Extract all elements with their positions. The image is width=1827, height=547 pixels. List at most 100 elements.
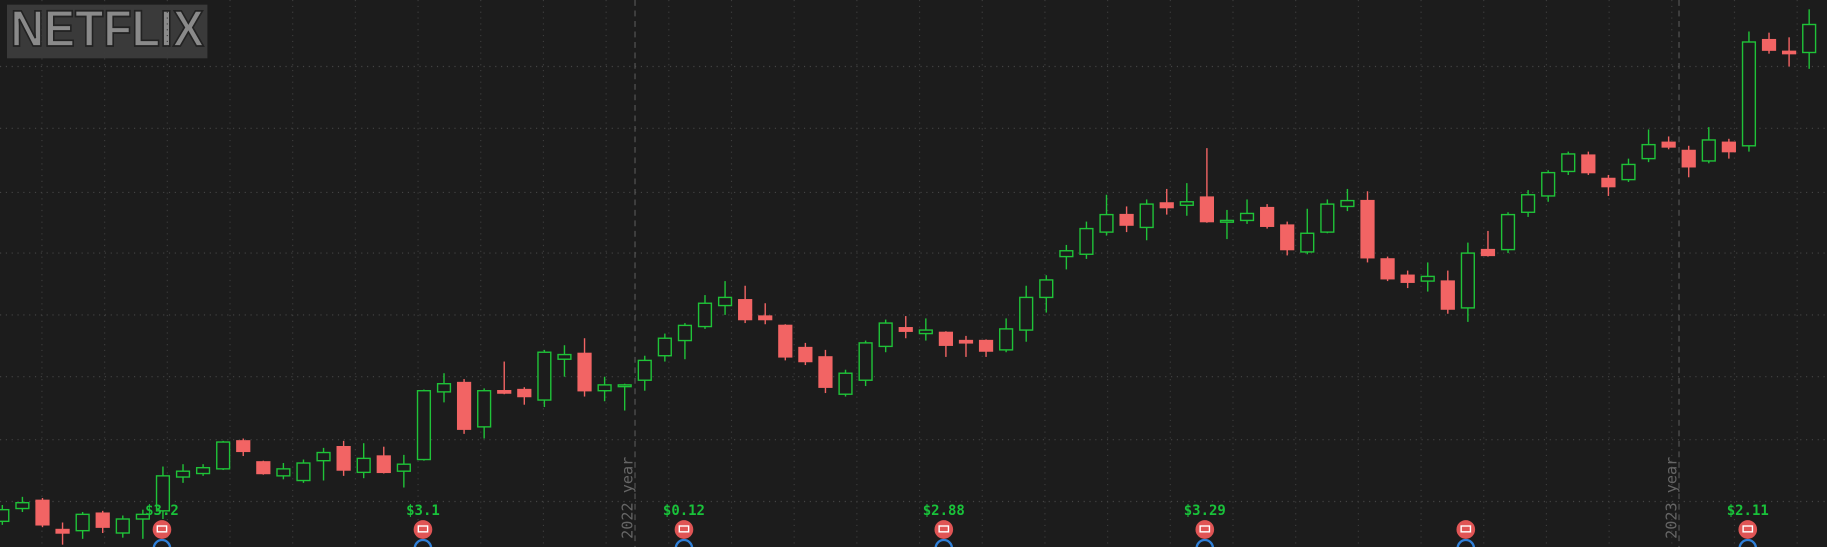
candle-body [1360, 199, 1375, 259]
candle-body [1561, 153, 1576, 173]
event-icon [413, 520, 433, 539]
event-label: $0.12 [663, 503, 705, 519]
candle-body [175, 470, 191, 478]
candle-body [778, 324, 793, 358]
candle-body [918, 329, 933, 335]
candle-body [1701, 139, 1716, 162]
candle-body [938, 331, 954, 346]
candle-body [35, 499, 50, 526]
candle-body [517, 388, 532, 398]
candle-body [1521, 194, 1536, 213]
logo: NETFLIX [10, 0, 203, 57]
event-icon-glyph [1460, 525, 1472, 533]
candle-body [798, 346, 813, 363]
candle-body [256, 461, 271, 475]
event-icon-glyph [1742, 525, 1754, 533]
candle-body [1480, 248, 1496, 257]
event-dot [1195, 538, 1215, 547]
candle-body [1159, 202, 1174, 209]
candle-body [537, 351, 552, 401]
candle-body [15, 501, 30, 510]
candle-body [1199, 196, 1214, 223]
candle-body [858, 342, 873, 381]
candle-body [1500, 213, 1516, 251]
event-icon [1195, 520, 1215, 539]
candle-body [316, 451, 331, 462]
event-dot [413, 538, 433, 547]
candle-body [195, 466, 211, 475]
candle-body [1039, 279, 1054, 299]
candle-body [356, 457, 371, 474]
candle-body [597, 384, 612, 392]
candle-body [637, 359, 652, 381]
candle-body [1019, 296, 1034, 331]
event-icon [934, 520, 954, 539]
candle-body [818, 356, 833, 388]
candle-body [497, 390, 512, 394]
year-label: 2023 year [1663, 457, 1681, 539]
event-icon-glyph [156, 525, 168, 533]
candle-body [1239, 212, 1255, 222]
candle-body [1260, 206, 1275, 227]
candle-body [1621, 163, 1636, 181]
candle-body [1781, 50, 1797, 55]
candle-body [1721, 141, 1736, 153]
event-label: $3.1 [406, 503, 440, 519]
candle-body [1380, 258, 1395, 280]
candle-body [1802, 23, 1817, 54]
candle-body [1099, 213, 1114, 233]
candle-body [878, 322, 893, 348]
candle-body [396, 463, 411, 472]
candle-body [1681, 149, 1696, 168]
candle-body [1440, 280, 1455, 310]
candle-body [557, 353, 572, 360]
event-dot [674, 538, 694, 547]
year-label: 2022 year [619, 457, 637, 539]
candle-body [1280, 224, 1295, 251]
event-icon-glyph [1199, 525, 1211, 533]
candle-body [296, 462, 311, 482]
candle-body [1641, 143, 1656, 160]
candle-body [1219, 219, 1235, 223]
event-icon [1738, 520, 1758, 539]
candle-body [1119, 213, 1134, 226]
candle-body [135, 513, 150, 520]
candle-body [75, 513, 90, 532]
candle-body [0, 508, 10, 523]
event-dot [934, 538, 954, 547]
candle-body [1179, 201, 1194, 206]
event-icon-glyph [938, 525, 950, 533]
event-dot [152, 538, 172, 547]
candle-body [1139, 203, 1154, 229]
candle-body [55, 528, 70, 534]
candle-body [336, 445, 351, 471]
candle-body [1300, 232, 1315, 253]
candle-body [1581, 154, 1596, 174]
candle-body [416, 390, 432, 461]
candle-body [898, 327, 913, 332]
event-icon [1456, 520, 1476, 539]
candle-body [115, 518, 130, 534]
event-icon-glyph [678, 525, 690, 533]
candle-body [477, 390, 492, 428]
candle-body [958, 339, 974, 344]
logo-box [6, 4, 208, 59]
candle-body [456, 381, 472, 430]
candle-body [1601, 177, 1616, 188]
candle-body [697, 302, 713, 328]
candle-body [1460, 252, 1475, 309]
candle-body [436, 383, 452, 393]
candle-body [657, 337, 672, 357]
candle-body [1661, 141, 1676, 148]
candle-body [838, 372, 853, 395]
candle-body [376, 455, 391, 474]
candle-body [617, 384, 632, 388]
candle-body [216, 441, 231, 470]
candle-body [1400, 274, 1415, 283]
candle-body [1741, 41, 1757, 147]
candle-body [1059, 250, 1074, 258]
event-dot [1738, 538, 1758, 547]
event-dot [1456, 538, 1476, 547]
candle-body [677, 324, 693, 342]
